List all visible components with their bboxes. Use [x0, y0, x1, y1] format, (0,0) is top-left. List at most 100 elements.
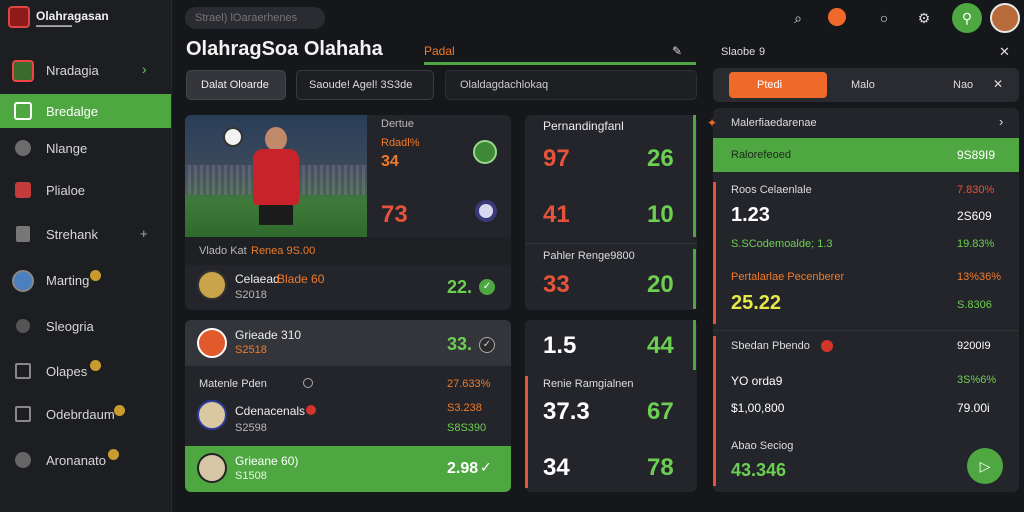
list-item[interactable]: Grieane 60) S1508 2.98 ✓: [185, 446, 511, 492]
list-item-sub: S2598: [235, 422, 267, 434]
brand[interactable]: Olahragasan ▬▬▬▬▬▬: [8, 4, 168, 30]
tab-2[interactable]: Olaldagdachlokaq: [445, 70, 697, 100]
ball-icon: [15, 452, 31, 468]
chat-icon[interactable]: ○: [879, 10, 889, 26]
feature-score-1: 34: [381, 153, 399, 170]
feature-card[interactable]: Dertue Rdadl% 34 73 Vlado Kat Renea 9S.0…: [185, 115, 511, 310]
sidebar-item-8[interactable]: Odebrdaum: [0, 397, 171, 431]
list-item-value: S3.238: [447, 402, 482, 414]
sidebar-item-1[interactable]: Bredalge: [0, 94, 171, 128]
feature-label: Dertue: [381, 118, 415, 130]
list-item-score: 33.: [447, 334, 473, 354]
stat-b: 26: [647, 145, 674, 172]
player-head: [265, 127, 287, 151]
accent-line: [693, 115, 696, 237]
right-header: Slaobe 9 ✕: [713, 40, 1019, 66]
tab-right-1[interactable]: Malo: [851, 79, 875, 91]
tab-1[interactable]: Saoude! Agel! 3S3de: [296, 70, 434, 100]
list-item-sub: S1508: [235, 470, 267, 482]
notification-badge: [90, 270, 101, 281]
stats-card-bottom: 1.5 44 Renie Ramgialnen 37.3 67 34 78: [525, 320, 697, 492]
header-tag: Padal: [424, 44, 455, 58]
sidebar-item-5[interactable]: Marting: [0, 263, 171, 297]
stat-a: 37.3: [543, 398, 590, 425]
footer-value: 43.346: [731, 460, 787, 480]
close-icon[interactable]: ✕: [999, 44, 1010, 59]
sidebar-item-2[interactable]: Nlange: [0, 131, 171, 165]
block-title-value: 9200I9: [957, 340, 991, 352]
caption-value: Renea 9S.00: [251, 245, 316, 257]
search-input[interactable]: [195, 10, 320, 26]
search-bar[interactable]: [185, 7, 325, 29]
tab-right-2[interactable]: Nao: [953, 79, 974, 91]
notification-badge: [108, 449, 119, 460]
sidebar-item-4[interactable]: Strehank +: [0, 217, 171, 251]
accent-line: [693, 249, 696, 309]
club-crest-icon: [8, 6, 30, 28]
tower-icon: [16, 226, 30, 242]
block-line-right: 19.83%: [957, 238, 995, 250]
stat-a: 41: [543, 201, 570, 228]
sidebar-item-label: Plialoe: [46, 183, 86, 198]
chevron-right-icon[interactable]: ›: [999, 114, 1004, 129]
star-icon: [16, 319, 30, 333]
player-name-value: Blade 60: [277, 272, 325, 286]
notification-badge: [114, 405, 125, 416]
divider: [525, 243, 697, 244]
pin-icon[interactable]: ✎: [672, 44, 683, 58]
list-item-value-2: S8S390: [447, 422, 487, 434]
sidebar-item-label: Bredalge: [46, 104, 99, 119]
sidebar-item-label: Sleogria: [46, 319, 94, 334]
header-underline: [424, 62, 696, 65]
star-icon: ✦: [707, 116, 718, 130]
right-panel: ✦ Malerfiaedarenae › Ralorefeoed 9S89I9 …: [707, 108, 1019, 492]
alert-icon: [306, 405, 316, 415]
sidebar-item-3[interactable]: Plialoe: [0, 173, 171, 207]
tab-label: Saoude! Agel! 3S3de: [309, 79, 413, 91]
list-item-score: 2.98: [447, 460, 479, 477]
stat-b: 67: [647, 398, 674, 425]
list-item-name: Grieane 60): [235, 454, 299, 468]
stats-sub-title: Pahler Renge9800: [543, 250, 635, 262]
player-name: Celaead: [235, 272, 280, 286]
sidebar-item-label: Aronanato: [46, 453, 106, 468]
accent-line: [713, 336, 716, 486]
run-icon[interactable]: ⚲: [952, 3, 982, 33]
highlight-row[interactable]: Ralorefeoed 9S89I9: [713, 138, 1019, 172]
block-value-right: 79.00i: [957, 401, 990, 415]
chevron-right-icon: ›: [142, 61, 147, 77]
feature-label-value: Rdadl%: [381, 137, 420, 149]
notification-icon[interactable]: [828, 8, 846, 26]
block-value-right: 3S%6%: [957, 374, 997, 386]
plus-icon[interactable]: +: [140, 226, 148, 241]
player-photo: [185, 115, 367, 237]
sidebar-item-0[interactable]: Nradagia ›: [0, 53, 171, 87]
club-badge-icon: [475, 200, 497, 222]
tab-right-0[interactable]: Ptedi: [729, 72, 827, 98]
list-item[interactable]: Grieade 310 S2518 33. ✓: [185, 320, 511, 366]
section-title: Matenle Pden: [199, 378, 267, 390]
highlight-label: Ralorefeoed: [731, 149, 791, 161]
sidebar-item-9[interactable]: Aronanato: [0, 443, 171, 477]
avatar[interactable]: [990, 3, 1020, 33]
search-icon[interactable]: ⌕: [794, 10, 802, 26]
settings-icon[interactable]: ⚙: [917, 10, 931, 26]
tab-label: Dalat Oloarde: [201, 79, 269, 91]
caption-label: Vlado Kat: [199, 245, 247, 257]
sidebar-item-7[interactable]: Olapes: [0, 354, 171, 388]
sidebar-item-6[interactable]: Sleogria: [0, 309, 171, 343]
tab-label: Olaldagdachlokaq: [460, 79, 549, 91]
info-icon[interactable]: [303, 378, 313, 388]
block-value: 1.23: [731, 204, 770, 226]
play-button[interactable]: ▷: [967, 448, 1003, 484]
stats-sub-title: Renie Ramgialnen: [543, 378, 634, 390]
sidebar-item-label: Odebrdaum: [46, 407, 115, 422]
page-title: OlahragSoa Olahaha: [186, 38, 383, 60]
sidebar-item-label: Olapes: [46, 364, 88, 379]
app-title: Olahragasan: [36, 9, 109, 23]
close-icon[interactable]: ✕: [993, 77, 1004, 91]
feature-score-2: 73: [381, 201, 408, 228]
footer-label: Abao Seciog: [731, 440, 794, 452]
tab-0[interactable]: Dalat Oloarde: [186, 70, 286, 100]
avatar: [197, 400, 227, 430]
